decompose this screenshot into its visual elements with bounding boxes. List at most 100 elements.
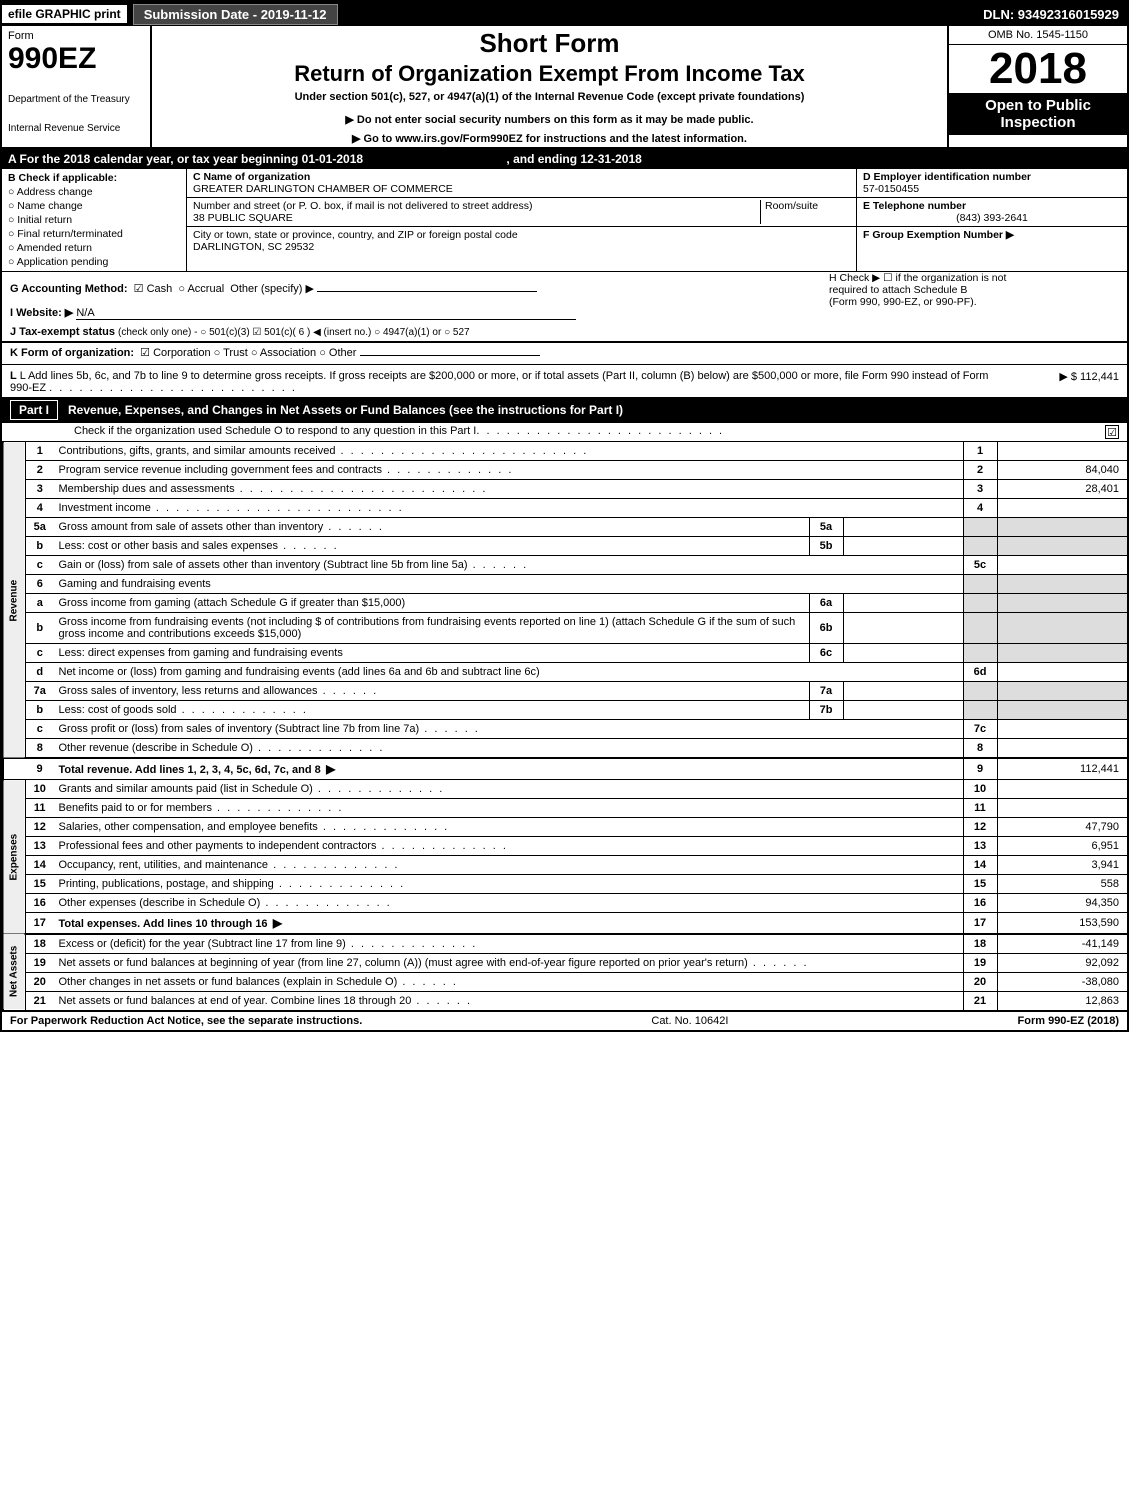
r3-rval: 28,401 (997, 480, 1127, 499)
r10-desc: Grants and similar amounts paid (list in… (59, 783, 445, 795)
r5a-rnum-shade (963, 518, 997, 537)
r11-num: 11 (26, 799, 54, 818)
r7a-rval-shade (997, 682, 1127, 701)
line-j: J Tax-exempt status (check only one) - ○… (2, 323, 1127, 341)
form-990ez-page: efile GRAPHIC print Submission Date - 20… (0, 0, 1129, 1032)
accounting-accrual[interactable]: Accrual (187, 283, 224, 295)
org-name-label: C Name of organization (193, 171, 310, 183)
r20-num: 20 (26, 973, 54, 992)
r13-rnum: 13 (963, 837, 997, 856)
r5a-innum: 5a (809, 518, 843, 537)
r8-desc: Other revenue (describe in Schedule O) (59, 742, 385, 754)
part-i-label: Part I (10, 400, 58, 420)
r16-rval: 94,350 (997, 894, 1127, 913)
r5b-rnum-shade (963, 537, 997, 556)
r16-num: 16 (26, 894, 54, 913)
r9-num: 9 (26, 758, 54, 780)
r14-num: 14 (26, 856, 54, 875)
chk-initial-return[interactable]: Initial return (8, 214, 180, 226)
room-label: Room/suite (765, 200, 818, 212)
return-title: Return of Organization Exempt From Incom… (156, 61, 943, 87)
row-6c: c Less: direct expenses from gaming and … (3, 644, 1127, 663)
r1-num: 1 (26, 442, 54, 461)
r16-rnum: 16 (963, 894, 997, 913)
r1-rnum: 1 (963, 442, 997, 461)
r7c-num: c (26, 720, 54, 739)
row-4: 4 Investment income 4 (3, 499, 1127, 518)
r18-desc: Excess or (deficit) for the year (Subtra… (59, 938, 478, 950)
r7b-desc: Less: cost of goods sold (59, 704, 308, 716)
r14-rnum: 14 (963, 856, 997, 875)
r7a-desc: Gross sales of inventory, less returns a… (59, 685, 379, 697)
street-label: Number and street (or P. O. box, if mail… (193, 200, 532, 212)
r4-desc: Investment income (59, 502, 404, 514)
row-6a: a Gross income from gaming (attach Sched… (3, 594, 1127, 613)
form-number: 990EZ (8, 42, 144, 76)
row-1: Revenue 1 Contributions, gifts, grants, … (3, 442, 1127, 461)
r14-rval: 3,941 (997, 856, 1127, 875)
r6-num: 6 (26, 575, 54, 594)
form-of-org-other-input[interactable] (360, 355, 540, 356)
row-3: 3 Membership dues and assessments 3 28,4… (3, 480, 1127, 499)
subtitle: Under section 501(c), 527, or 4947(a)(1)… (156, 91, 943, 103)
ein-label: D Employer identification number (863, 171, 1031, 183)
r4-rval (997, 499, 1127, 518)
website-value: N/A (76, 307, 576, 320)
row-18: Net Assets 18 Excess or (deficit) for th… (3, 934, 1127, 954)
chk-amended-return[interactable]: Amended return (8, 242, 180, 254)
period-end: , and ending 12-31-2018 (506, 152, 641, 166)
r6b-num: b (26, 613, 54, 644)
r5b-desc: Less: cost or other basis and sales expe… (59, 540, 339, 552)
goto-link[interactable]: ▶ Go to www.irs.gov/Form990EZ for instru… (156, 132, 943, 145)
r21-num: 21 (26, 992, 54, 1011)
r11-rval (997, 799, 1127, 818)
accounting-cash[interactable]: Cash (147, 283, 173, 295)
r19-rval: 92,092 (997, 954, 1127, 973)
r7c-desc: Gross profit or (loss) from sales of inv… (59, 723, 480, 735)
r2-num: 2 (26, 461, 54, 480)
part-i-subtext: Check if the organization used Schedule … (74, 425, 476, 439)
r4-rnum: 4 (963, 499, 997, 518)
form-word: Form (8, 30, 144, 42)
street-value: 38 PUBLIC SQUARE (193, 212, 293, 224)
dln-label: DLN: 93492316015929 (983, 7, 1127, 22)
r8-rnum: 8 (963, 739, 997, 759)
r12-num: 12 (26, 818, 54, 837)
r7a-rnum-shade (963, 682, 997, 701)
chk-final-return[interactable]: Final return/terminated (8, 228, 180, 240)
r18-rnum: 18 (963, 934, 997, 954)
accounting-other[interactable]: Other (specify) ▶ (230, 283, 314, 295)
row-14: 14 Occupancy, rent, utilities, and maint… (3, 856, 1127, 875)
r6a-inval (843, 594, 963, 613)
part-i-title: Revenue, Expenses, and Changes in Net As… (68, 403, 623, 417)
r19-num: 19 (26, 954, 54, 973)
accounting-other-input[interactable] (317, 291, 537, 292)
part-i-checkbox[interactable]: ☑ (1105, 425, 1119, 439)
chk-address-change[interactable]: Address change (8, 186, 180, 198)
r6b-desc1: Gross income from fundraising events (no… (59, 616, 322, 628)
row-6: 6 Gaming and fundraising events (3, 575, 1127, 594)
short-form-title: Short Form (156, 28, 943, 59)
r7a-innum: 7a (809, 682, 843, 701)
r5a-desc: Gross amount from sale of assets other t… (59, 521, 384, 533)
row-8: 8 Other revenue (describe in Schedule O)… (3, 739, 1127, 759)
r7b-num: b (26, 701, 54, 720)
r7c-rval (997, 720, 1127, 739)
chk-application-pending[interactable]: Application pending (8, 256, 180, 268)
header-left: Form 990EZ Department of the Treasury In… (2, 26, 152, 147)
r8-rval (997, 739, 1127, 759)
chk-name-change[interactable]: Name change (8, 200, 180, 212)
r7a-inval (843, 682, 963, 701)
r6a-num: a (26, 594, 54, 613)
efile-print-button[interactable]: efile GRAPHIC print (2, 5, 127, 23)
tax-exempt-options[interactable]: (check only one) - ○ 501(c)(3) ☑ 501(c)(… (118, 327, 470, 338)
row-7c: c Gross profit or (loss) from sales of i… (3, 720, 1127, 739)
r10-rval (997, 780, 1127, 799)
form-of-org-options[interactable]: ☑ Corporation ○ Trust ○ Association ○ Ot… (140, 347, 356, 359)
row-5a: 5a Gross amount from sale of assets othe… (3, 518, 1127, 537)
ssn-warning: ▶ Do not enter social security numbers o… (156, 113, 943, 126)
r16-desc: Other expenses (describe in Schedule O) (59, 897, 392, 909)
submission-date-button[interactable]: Submission Date - 2019-11-12 (133, 4, 338, 25)
part-i-header: Part I Revenue, Expenses, and Changes in… (2, 397, 1127, 423)
r10-num: 10 (26, 780, 54, 799)
